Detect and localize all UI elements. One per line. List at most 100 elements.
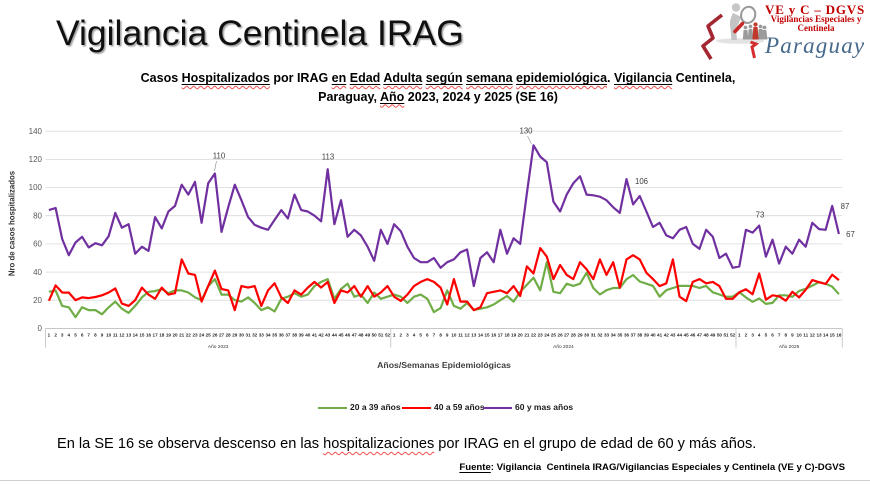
svg-text:48: 48 [358,332,364,337]
svg-text:23: 23 [192,332,198,337]
svg-text:7: 7 [87,332,90,337]
svg-text:52: 52 [385,332,391,337]
svg-text:37: 37 [285,332,291,337]
svg-text:47: 47 [352,332,358,337]
svg-text:35: 35 [617,332,623,337]
svg-text:9: 9 [446,332,449,337]
svg-text:45: 45 [684,332,690,337]
svg-text:25: 25 [206,332,212,337]
svg-text:2: 2 [400,332,403,337]
svg-text:39: 39 [644,332,650,337]
svg-text:51: 51 [723,332,729,337]
svg-text:10: 10 [451,332,457,337]
svg-text:43: 43 [670,332,676,337]
svg-text:4: 4 [68,332,71,337]
svg-text:Año 2024: Año 2024 [553,344,574,350]
svg-text:47: 47 [697,332,703,337]
svg-text:100: 100 [29,183,43,192]
svg-text:12: 12 [810,332,816,337]
svg-text:80: 80 [33,211,42,220]
svg-text:42: 42 [664,332,670,337]
svg-text:1: 1 [738,332,741,337]
svg-text:7: 7 [433,332,436,337]
svg-text:46: 46 [690,332,696,337]
svg-text:28: 28 [571,332,577,337]
svg-text:Año 2023: Año 2023 [208,344,229,350]
svg-text:24: 24 [199,332,205,337]
svg-text:9: 9 [101,332,104,337]
svg-text:39: 39 [299,332,305,337]
svg-text:18: 18 [504,332,510,337]
svg-text:21: 21 [524,332,530,337]
svg-text:12: 12 [119,332,125,337]
svg-text:13: 13 [471,332,477,337]
svg-text:32: 32 [597,332,603,337]
svg-text:6: 6 [771,332,774,337]
svg-text:1: 1 [48,332,51,337]
svg-text:42: 42 [319,332,325,337]
svg-text:1: 1 [393,332,396,337]
svg-text:38: 38 [292,332,298,337]
svg-text:41: 41 [657,332,663,337]
svg-text:8: 8 [94,332,97,337]
svg-text:29: 29 [577,332,583,337]
svg-text:15: 15 [830,332,836,337]
svg-text:31: 31 [246,332,252,337]
svg-text:17: 17 [153,332,159,337]
svg-text:17: 17 [498,332,504,337]
svg-text:15: 15 [484,332,490,337]
svg-text:60: 60 [33,240,42,249]
svg-text:110: 110 [213,152,226,161]
svg-text:140: 140 [29,127,43,136]
svg-text:14: 14 [478,332,484,337]
svg-text:6: 6 [81,332,84,337]
svg-text:20: 20 [518,332,524,337]
svg-text:49: 49 [365,332,371,337]
svg-text:7: 7 [778,332,781,337]
svg-text:14: 14 [133,332,139,337]
svg-text:10: 10 [797,332,803,337]
svg-text:50: 50 [372,332,378,337]
svg-text:34: 34 [611,332,617,337]
svg-text:3: 3 [61,332,64,337]
svg-text:106: 106 [635,177,648,186]
svg-text:23: 23 [538,332,544,337]
svg-text:15: 15 [139,332,145,337]
svg-text:44: 44 [332,332,338,337]
svg-text:113: 113 [322,153,334,162]
svg-text:13: 13 [816,332,822,337]
svg-text:32: 32 [252,332,258,337]
svg-text:48: 48 [704,332,710,337]
svg-text:46: 46 [345,332,351,337]
svg-text:14: 14 [823,332,829,337]
svg-text:30: 30 [584,332,590,337]
svg-text:27: 27 [219,332,225,337]
svg-text:43: 43 [325,332,331,337]
svg-text:19: 19 [166,332,172,337]
svg-text:36: 36 [279,332,285,337]
svg-text:2: 2 [745,332,748,337]
svg-text:37: 37 [631,332,637,337]
svg-text:20: 20 [172,332,178,337]
svg-text:5: 5 [419,332,422,337]
svg-text:35: 35 [272,332,278,337]
svg-text:4: 4 [413,332,416,337]
svg-text:67: 67 [846,230,855,239]
svg-text:22: 22 [531,332,537,337]
svg-text:11: 11 [113,332,118,337]
svg-text:120: 120 [29,155,43,164]
svg-text:45: 45 [338,332,344,337]
svg-text:50: 50 [717,332,723,337]
svg-text:16: 16 [836,332,842,337]
svg-text:40: 40 [33,268,42,277]
svg-text:130: 130 [519,127,533,136]
svg-text:51: 51 [378,332,384,337]
svg-text:33: 33 [259,332,265,337]
svg-text:27: 27 [564,332,570,337]
svg-text:52: 52 [730,332,736,337]
svg-text:13: 13 [126,332,132,337]
svg-text:49: 49 [710,332,716,337]
svg-text:33: 33 [604,332,610,337]
svg-text:34: 34 [265,332,271,337]
svg-text:Año 2025: Año 2025 [779,344,800,350]
